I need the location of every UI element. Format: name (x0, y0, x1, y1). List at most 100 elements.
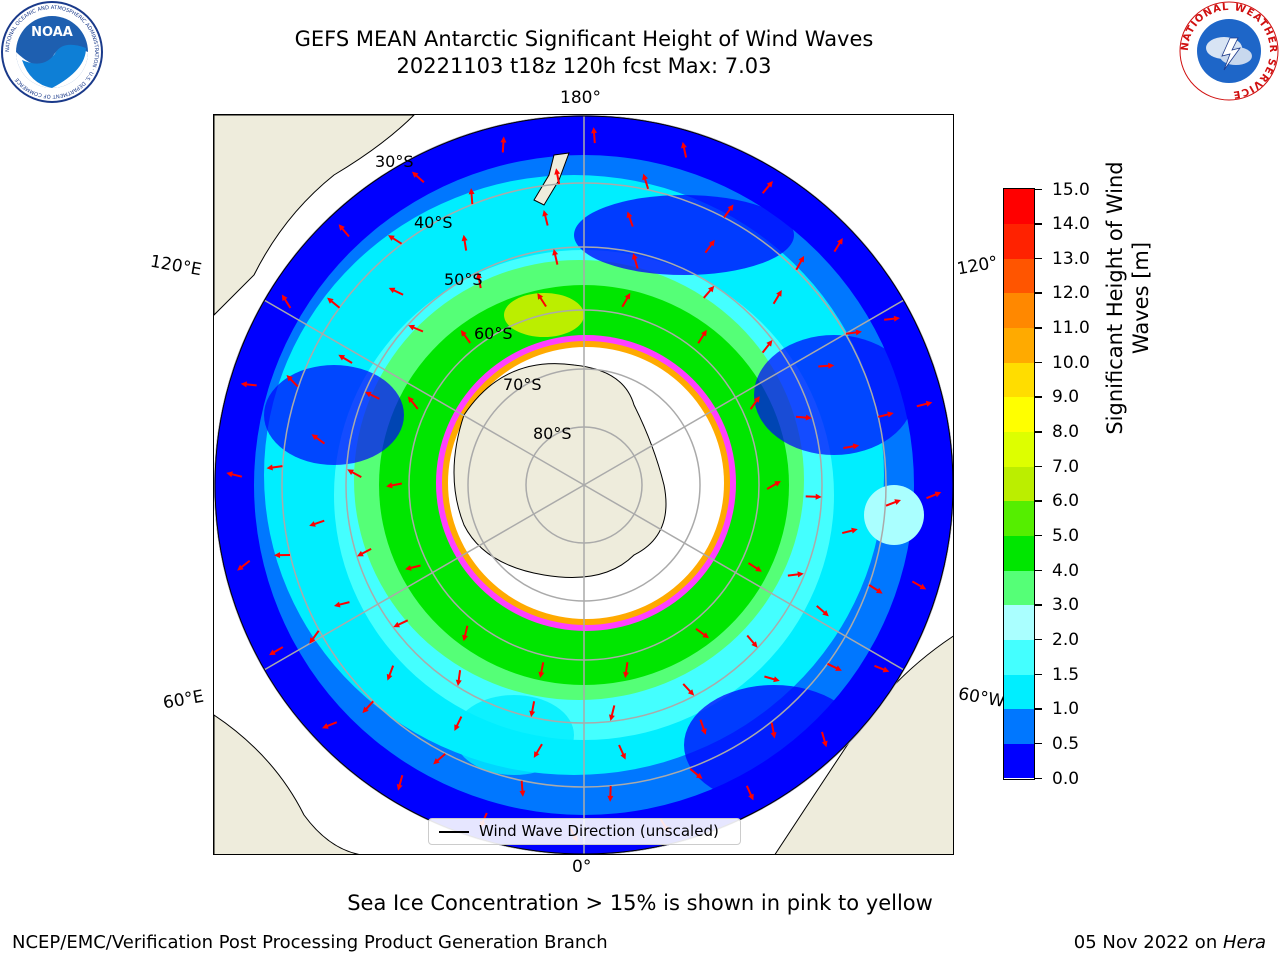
wind-arrow-icon (475, 272, 482, 289)
wind-arrow-icon (868, 584, 883, 594)
footer-date-text: 05 Nov 2022 on (1073, 932, 1223, 953)
lon-label-60e: 60°E (161, 686, 206, 714)
lat-label-50s: 50°S (444, 270, 483, 289)
colorbar-tick-label: 7.0 (1052, 456, 1080, 477)
wind-arrow-icon (407, 396, 419, 410)
wind-arrow-icon (631, 253, 639, 269)
wind-arrow-icon (591, 127, 598, 144)
wind-arrow-icon (749, 396, 760, 410)
map-legend: Wind Wave Direction (unscaled) (428, 818, 741, 845)
wind-arrow-icon (820, 731, 828, 748)
colorbar-title-line-1: Significant Height of Wind (1103, 161, 1127, 435)
colorbar-segment (1004, 570, 1034, 606)
lat-label-70s: 70°S (503, 375, 542, 394)
colorbar-tick-label: 3.0 (1052, 595, 1080, 616)
lat-label-40s: 40°S (414, 213, 453, 232)
land-australia (214, 115, 415, 316)
colorbar-tick (1035, 604, 1042, 606)
wind-arrow-icon (554, 168, 561, 185)
wind-arrow-icon (386, 665, 395, 681)
colorbar-tick-label: 11.0 (1052, 318, 1090, 339)
wind-arrow-icon (311, 434, 326, 445)
wind-arrow-icon (772, 290, 782, 305)
wind-arrow-icon (268, 646, 284, 656)
colorbar-segment (1004, 396, 1034, 433)
wind-arrow-icon (542, 209, 549, 226)
legend-label: Wind Wave Direction (unscaled) (479, 822, 719, 840)
wind-arrow-icon (827, 662, 842, 671)
colorbar-tick-label: 1.5 (1052, 664, 1080, 685)
colorbar-segment (1004, 431, 1034, 467)
wind-arrow-icon (911, 580, 927, 590)
wind-arrow-icon (841, 527, 858, 535)
colorbar-tick (1035, 673, 1042, 676)
wind-arrow-icon (699, 719, 707, 735)
land-africa (214, 714, 360, 854)
wind-arrow-icon (519, 780, 526, 797)
wind-arrow-icon (321, 721, 338, 729)
wind-arrow-icon (787, 571, 804, 578)
wind-arrow-icon (607, 785, 614, 802)
wind-arrow-icon (916, 400, 933, 408)
wind-arrow-icon (805, 493, 822, 500)
legend-line-icon (439, 831, 469, 833)
colorbar (1003, 188, 1035, 780)
wind-arrow-icon (682, 683, 695, 696)
wind-arrow-icon (388, 287, 404, 296)
wind-wave-arrows (226, 127, 942, 842)
wind-arrow-icon (433, 753, 446, 765)
lat-label-30s: 30°S (375, 152, 414, 171)
colorbar-tick (1035, 223, 1042, 225)
wind-arrow-icon (309, 519, 325, 527)
wind-arrow-icon (357, 547, 372, 557)
colorbar-tick (1035, 638, 1042, 641)
title-line-2: 20221103 t18z 120h fcst Max: 7.03 (396, 54, 772, 78)
wind-arrow-icon (468, 188, 475, 205)
polar-map (213, 114, 954, 855)
colorbar-tick-label: 12.0 (1052, 283, 1090, 304)
colorbar-segment (1004, 258, 1034, 294)
wind-arrow-icon (309, 630, 320, 644)
wind-arrow-icon (618, 744, 626, 760)
footer-date: 05 Nov 2022 on Hera (1074, 932, 1266, 953)
colorbar-tick-label: 14.0 (1052, 214, 1090, 235)
colorbar-title: Significant Height of Wind Waves [m] (1102, 138, 1154, 458)
wind-arrow-icon (454, 716, 463, 732)
wind-arrow-icon (347, 469, 362, 479)
colorbar-segment (1004, 535, 1034, 571)
colorbar-tick (1035, 777, 1042, 779)
colorbar-tick-label: 1.0 (1052, 699, 1080, 720)
map-canvas (214, 115, 953, 854)
wind-arrow-icon (333, 601, 350, 608)
wind-arrow-icon (281, 294, 292, 309)
wind-arrow-icon (538, 662, 545, 679)
colorbar-tick (1035, 188, 1042, 190)
noaa-logo-icon: NOAA NATIONAL OCEANIC AND ATMOSPHERIC AD… (1, 1, 103, 103)
wind-arrow-icon (621, 292, 631, 308)
wind-arrow-icon (388, 235, 403, 245)
wind-arrow-icon (405, 564, 421, 571)
wind-arrow-icon (816, 605, 829, 617)
wind-arrow-icon (746, 634, 758, 648)
wind-arrow-icon (926, 491, 942, 500)
colorbar-segment (1004, 708, 1034, 744)
wind-arrow-icon (704, 239, 715, 254)
wind-arrow-icon (460, 329, 471, 344)
wind-arrow-icon (266, 464, 283, 471)
wind-arrow-icon (818, 362, 835, 369)
title-line-1: GEFS MEAN Antarctic Significant Height o… (294, 27, 874, 51)
chart-title: GEFS MEAN Antarctic Significant Height o… (0, 26, 1168, 80)
wind-arrow-icon (795, 255, 805, 271)
wind-arrow-icon (884, 315, 901, 322)
colorbar-tick (1035, 257, 1042, 260)
wind-arrow-icon (365, 391, 380, 400)
wind-arrow-icon (703, 285, 715, 299)
wind-arrow-icon (845, 329, 862, 336)
wind-arrow-icon (338, 224, 350, 238)
wind-arrow-icon (393, 619, 409, 628)
colorbar-tick (1035, 500, 1042, 502)
noaa-logo-text: NOAA (31, 25, 73, 40)
colorbar-tick (1035, 361, 1042, 364)
wind-arrow-icon (396, 774, 404, 791)
colorbar-segment (1004, 223, 1034, 259)
